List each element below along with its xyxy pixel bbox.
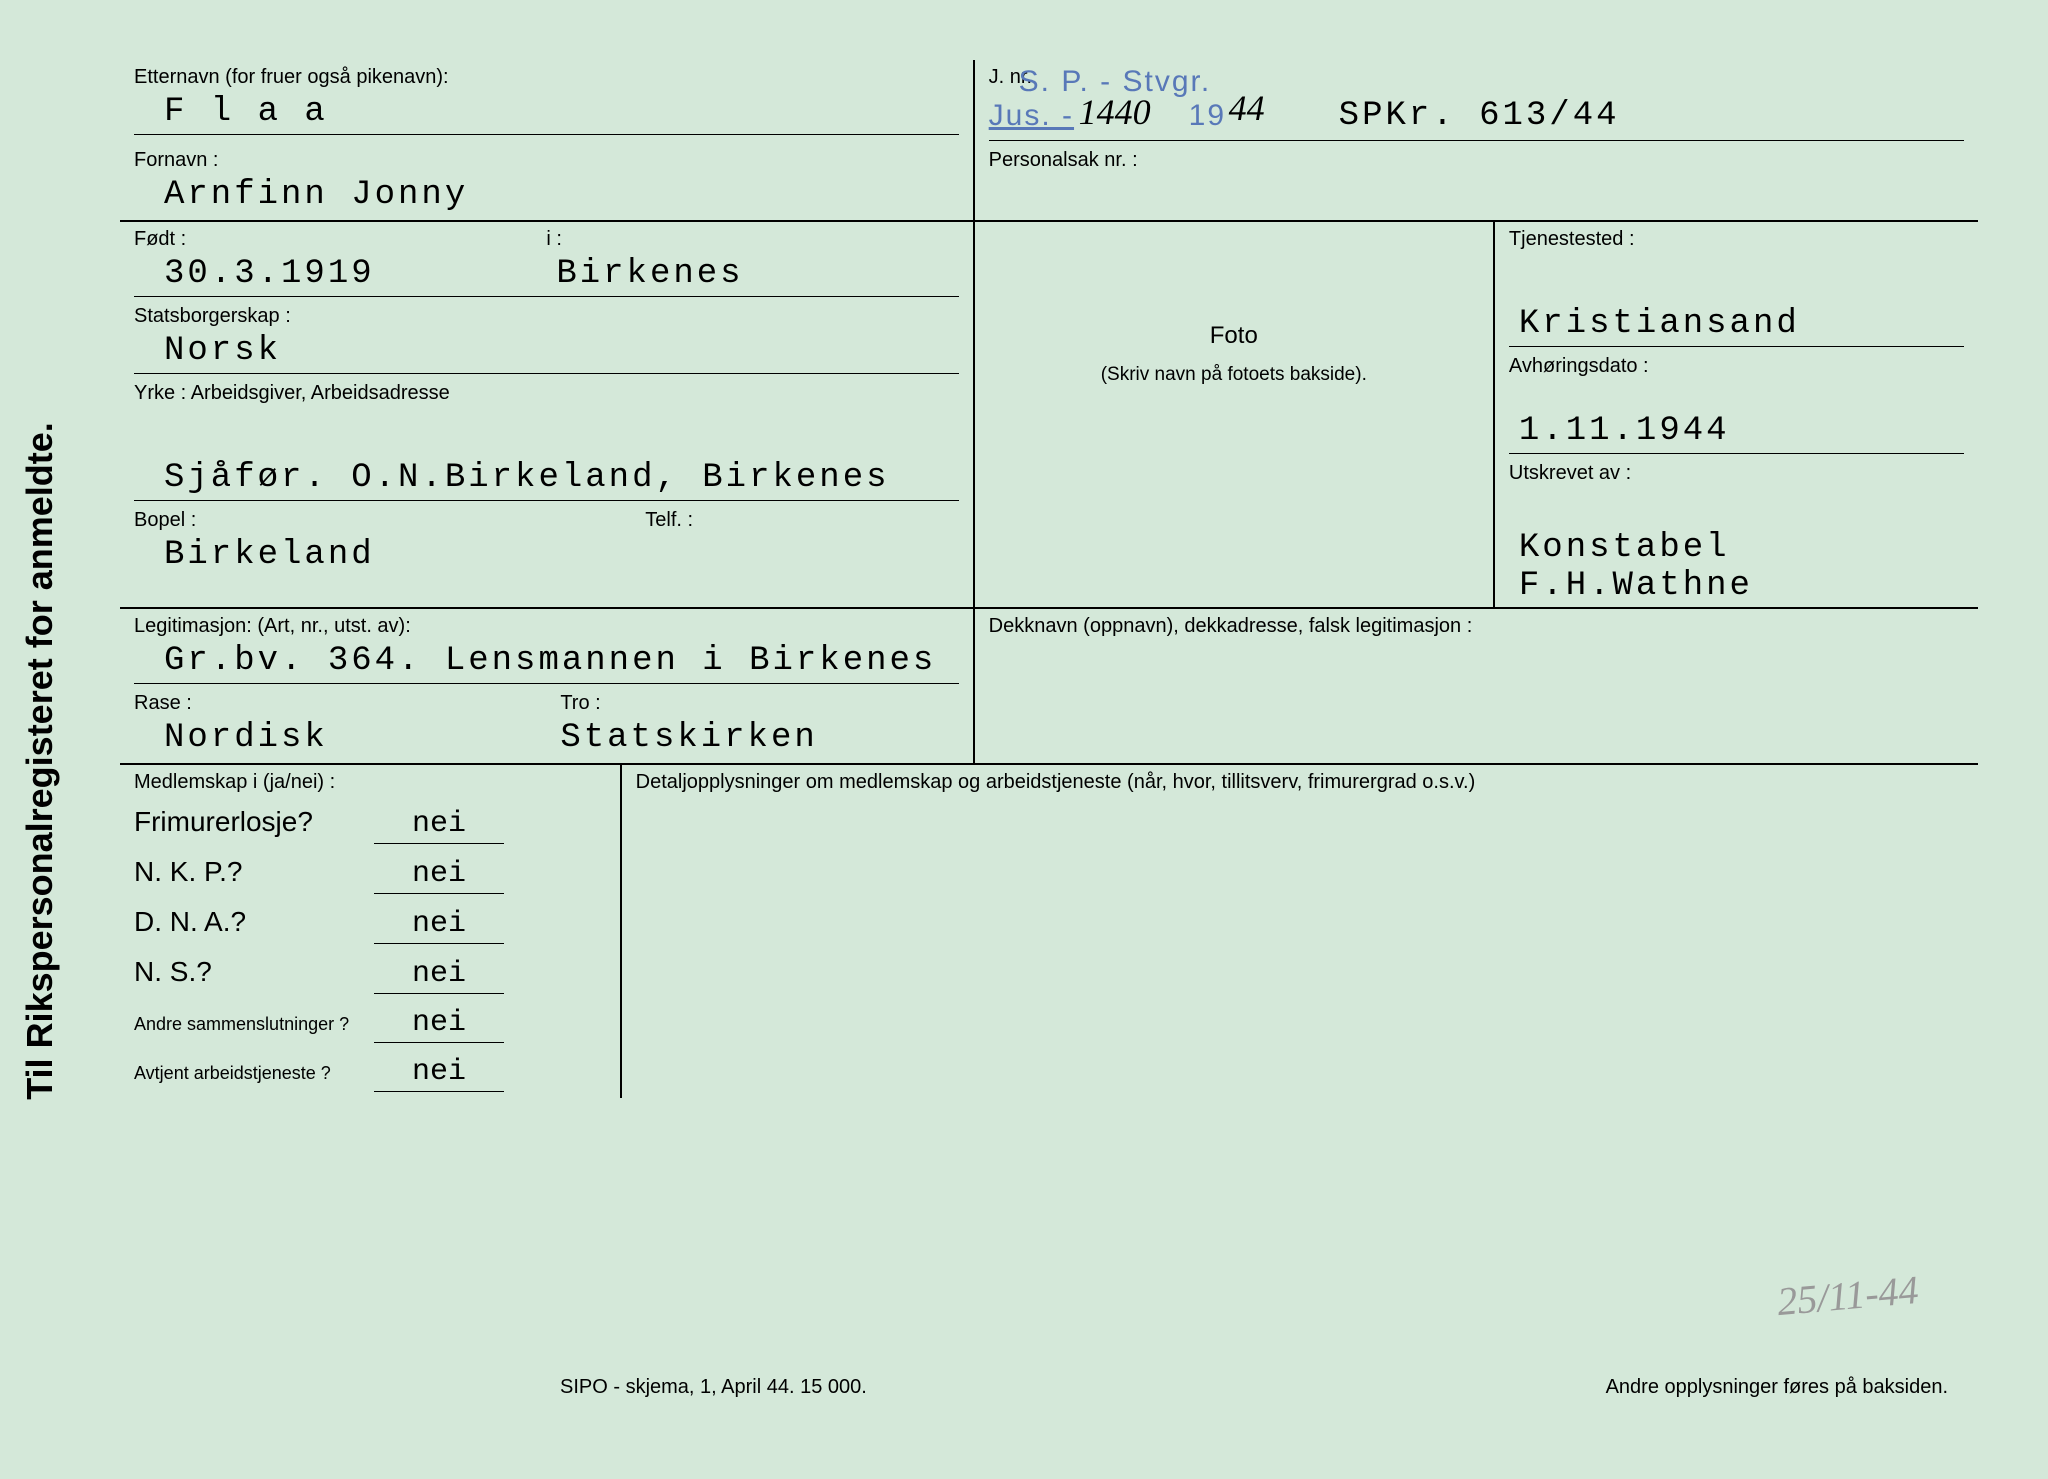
value-etternavn: F l a a [134, 93, 959, 135]
value-utskrevet1: Konstabel [1509, 529, 1964, 567]
membership-avtjent: Avtjent arbeidstjeneste ? nei [120, 1049, 620, 1098]
label-rase: Rase : [134, 692, 532, 715]
value-tro: Statskirken [560, 719, 958, 761]
value-avtjent: nei [374, 1055, 504, 1092]
value-dna: nei [374, 907, 504, 944]
label-detalj: Detaljopplysninger om medlemskap og arbe… [636, 771, 1964, 794]
handwritten-year: 44 [1229, 87, 1265, 129]
label-frimurer: Frimurerlosje? [134, 806, 364, 838]
label-dna: D. N. A.? [134, 906, 364, 938]
value-tjenestested: Kristiansand [1509, 305, 1964, 347]
value-bopel: Birkeland [134, 536, 645, 578]
foto-subtitle: (Skriv navn på fotoets bakside). [975, 364, 1493, 386]
label-statsborger: Statsborgerskap : [134, 305, 959, 328]
value-yrke: Sjåfør. O.N.Birkeland, Birkenes [134, 459, 959, 501]
label-dekknavn: Dekknavn (oppnavn), dekkadresse, falsk l… [989, 615, 1964, 638]
footer-right: Andre opplysninger føres på baksiden. [1606, 1376, 1948, 1399]
value-fodt: 30.3.1919 [134, 255, 546, 297]
label-nkp: N. K. P.? [134, 856, 364, 888]
handwritten-num: 1440 [1079, 91, 1151, 133]
value-fornavn: Arnfinn Jonny [134, 176, 959, 218]
label-medlemskap: Medlemskap i (ja/nei) : [134, 771, 606, 794]
membership-dna: D. N. A.? nei [120, 900, 620, 950]
membership-andre: Andre sammenslutninger ? nei [120, 1000, 620, 1049]
label-utskrevet: Utskrevet av : [1509, 462, 1964, 485]
registration-card: Etternavn (for fruer også pikenavn): F l… [120, 60, 1978, 1419]
label-fodt: Født : [134, 228, 546, 251]
label-fornavn: Fornavn : [134, 149, 959, 172]
stamp-jus: Jus. - [989, 99, 1074, 133]
value-spkr: SPKr. 613/44 [1339, 97, 1620, 135]
label-bopel: Bopel : [134, 509, 645, 532]
membership-ns: N. S.? nei [120, 950, 620, 1000]
value-personalsak [989, 176, 1964, 218]
membership-frimurer: Frimurerlosje? nei [120, 800, 620, 850]
label-tjenestested: Tjenestested : [1509, 228, 1964, 251]
value-ns: nei [374, 957, 504, 994]
label-yrke: Yrke : Arbeidsgiver, Arbeidsadresse [134, 382, 959, 405]
label-fodt-i: i : [546, 228, 958, 251]
label-legitimasjon: Legitimasjon: (Art, nr., utst. av): [134, 615, 959, 638]
stamp-year19: 19 [1189, 99, 1226, 133]
side-title: Til Rikspersonalregisteret for anmeldte. [19, 422, 61, 1100]
foto-title: Foto [975, 322, 1493, 350]
value-legitimasjon: Gr.bv. 364. Lensmannen i Birkenes [134, 642, 959, 684]
label-telf: Telf. : [645, 509, 958, 532]
label-personalsak: Personalsak nr. : [989, 149, 1964, 172]
label-andre-samm: Andre sammenslutninger ? [134, 1014, 364, 1036]
value-fodt-sted: Birkenes [546, 255, 958, 297]
label-avtjent: Avtjent arbeidstjeneste ? [134, 1063, 364, 1085]
foto-box: Foto (Skriv navn på fotoets bakside). [975, 222, 1493, 386]
value-rase: Nordisk [134, 719, 532, 761]
footer-left: SIPO - skjema, 1, April 44. 15 000. [560, 1376, 867, 1399]
label-avhoringsdato: Avhøringsdato : [1509, 355, 1964, 378]
label-tro: Tro : [560, 692, 958, 715]
value-andre-samm: nei [374, 1006, 504, 1043]
value-statsborger: Norsk [134, 332, 959, 374]
value-nkp: nei [374, 857, 504, 894]
membership-nkp: N. K. P.? nei [120, 850, 620, 900]
pencil-note: 25/11-44 [1775, 1266, 1920, 1325]
label-etternavn: Etternavn (for fruer også pikenavn): [134, 66, 959, 89]
value-avhoringsdato: 1.11.1944 [1509, 412, 1964, 454]
value-utskrevet2: F.H.Wathne [1509, 567, 1964, 605]
label-ns: N. S.? [134, 956, 364, 988]
value-frimurer: nei [374, 807, 504, 844]
